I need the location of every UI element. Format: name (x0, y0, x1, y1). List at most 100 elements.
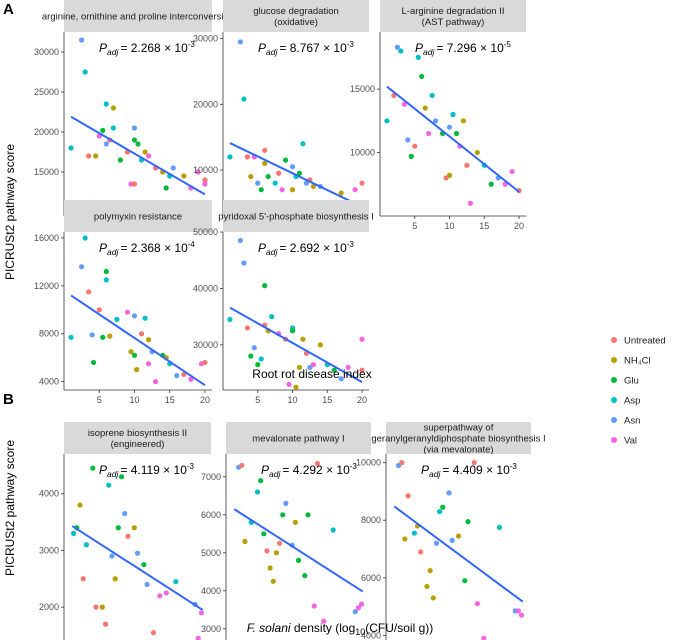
facet-strip (64, 200, 212, 232)
data-point (122, 510, 128, 517)
data-point (424, 583, 430, 590)
padj-symbol: P (99, 41, 107, 55)
legend-label: Glu (624, 376, 639, 387)
data-point (331, 367, 337, 373)
y-tick-label: 4000 (201, 586, 221, 596)
chart-panel-7: mevalonate pathway I 3000 4000 5000 6000 7000… (201, 422, 371, 640)
data-point (314, 460, 321, 467)
legend-item: NH₄Cl (611, 356, 651, 367)
padj-annotation: Padj = 2.368 × 10-4 (99, 240, 195, 257)
x-tick-label: 15 (322, 395, 332, 405)
data-point (450, 111, 456, 118)
data-point (118, 474, 125, 480)
data-point (474, 601, 481, 607)
facet-strip (64, 0, 212, 32)
data-point (93, 153, 99, 159)
data-point (317, 342, 323, 348)
data-point (68, 334, 74, 340)
data-point (109, 553, 115, 559)
x-axis-label-b-sub: 10 (355, 627, 365, 637)
data-point (241, 96, 247, 102)
y-tick-label: 15000 (350, 84, 375, 94)
data-point (100, 127, 106, 133)
legend-item: Untreated (611, 336, 666, 347)
data-point (359, 336, 365, 342)
padj-exponent: -3 (347, 40, 355, 49)
legend-label: Asp (624, 396, 640, 407)
facet-title-line: L-arginine degradation II (402, 6, 505, 17)
panel-b-label: B (3, 391, 14, 408)
data-point (264, 548, 270, 554)
data-point (465, 519, 471, 525)
y-tick-label: 10000 (193, 165, 218, 175)
regression-line (70, 294, 206, 387)
regression-line (386, 85, 520, 193)
data-point (433, 118, 439, 124)
padj-subscript: adj (266, 247, 278, 257)
data-point (188, 376, 194, 382)
facet-strip (386, 422, 531, 454)
data-point (115, 525, 121, 531)
data-point (515, 608, 521, 614)
legend-swatch (611, 417, 617, 423)
legend: Untreated NH₄Cl Glu Asp Asn Val (611, 336, 666, 447)
padj-times-ten: × 10 (161, 41, 188, 55)
data-point (251, 345, 257, 351)
facet-strip (226, 422, 371, 454)
data-point (244, 154, 250, 160)
padj-annotation: Padj = 2.268 × 10-3 (99, 40, 195, 57)
data-point (237, 237, 243, 244)
y-tick-label: 6000 (201, 510, 221, 520)
y-tick-label: 3000 (201, 624, 221, 634)
data-point (202, 359, 208, 366)
y-tick-label: 12000 (34, 281, 59, 291)
padj-exponent: -5 (504, 40, 512, 49)
plot-area (380, 32, 526, 216)
data-point (202, 181, 208, 187)
padj-annotation: Padj = 7.296 × 10-5 (415, 40, 511, 57)
data-point (405, 493, 411, 499)
data-point (355, 605, 361, 611)
data-point (449, 537, 455, 543)
data-point (248, 173, 254, 180)
data-point (427, 567, 433, 574)
data-point (279, 187, 285, 193)
data-point (181, 173, 187, 179)
data-point (289, 328, 296, 334)
padj-subscript: adj (266, 47, 278, 57)
y-tick-label: 25000 (34, 87, 59, 97)
y-tick-label: 4000 (361, 630, 381, 640)
padj-annotation: Padj = 4.292 × 10-3 (261, 462, 357, 479)
data-point (145, 337, 152, 343)
data-point (496, 524, 503, 531)
data-point (198, 610, 205, 616)
data-point (455, 533, 462, 539)
data-point (163, 590, 169, 596)
data-point (276, 170, 282, 176)
regression-line (229, 306, 363, 383)
data-point (110, 125, 116, 131)
padj-times-ten: × 10 (320, 241, 347, 255)
data-point (352, 187, 358, 193)
panels: arginine, ornithine and proline intercon… (34, 0, 546, 640)
y-tick-label: 30000 (34, 47, 59, 57)
data-point (114, 316, 120, 322)
data-point (467, 200, 473, 206)
padj-annotation: Padj = 4.409 × 10-3 (421, 462, 517, 479)
data-point (399, 460, 405, 466)
y-tick-label: 20000 (193, 99, 218, 109)
y-tick-label: 5000 (201, 548, 221, 558)
x-axis-label-b: F. solani density (log10(CFU/soil g)) (247, 621, 434, 637)
data-point (292, 519, 298, 526)
y-tick-label: 16000 (34, 233, 59, 243)
data-point (446, 124, 453, 130)
x-tick-label: 20 (514, 221, 524, 231)
data-point (272, 180, 278, 186)
facet-title-line: (engineered) (111, 439, 165, 450)
data-point (103, 277, 109, 283)
data-point (270, 578, 276, 584)
data-point (241, 260, 247, 266)
y-tick-label: 8000 (39, 329, 59, 339)
padj-mantissa: 4.292 (293, 463, 323, 477)
